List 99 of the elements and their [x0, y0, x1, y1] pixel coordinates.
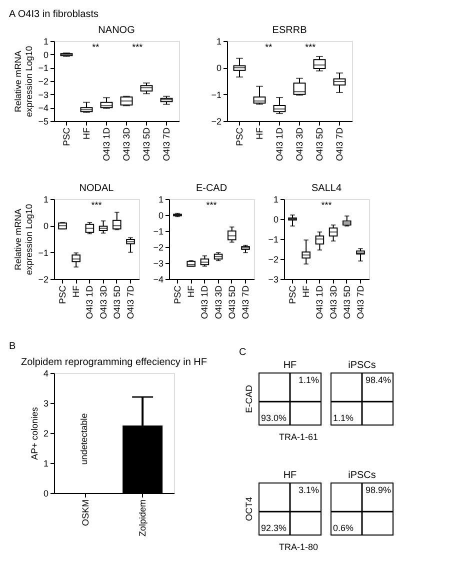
x-tick-label: O4I3 7D	[356, 285, 366, 320]
y-tick-label: −1	[38, 248, 48, 258]
annotation: **	[265, 42, 273, 52]
y-tick-label: 0	[273, 214, 278, 224]
x-tick-label: PSC	[234, 127, 244, 146]
text: OCT4	[244, 496, 254, 522]
y-tick-label: −2	[211, 116, 222, 126]
x-tick-label: O4I3 3D	[98, 285, 108, 320]
x-tick-label: HF	[301, 285, 312, 298]
annotation: ***	[305, 42, 316, 52]
y-tick-label: 1	[43, 194, 48, 204]
text: TRA-1-80	[279, 542, 318, 552]
annotation: ***	[91, 200, 102, 210]
x-tick-label: PSC	[58, 285, 68, 304]
x-tick-label: O4I3 3D	[122, 127, 132, 162]
y-tick-label: 0	[43, 488, 48, 498]
text: iPSCs	[348, 470, 376, 481]
x-tick-label: OSKM	[80, 500, 90, 526]
text: 1.1%	[333, 413, 354, 423]
x-tick-label: O4I3 1D	[84, 285, 95, 320]
chart-title: Zolpidem reprogramming effeciency in HF	[20, 357, 208, 368]
annotation: **	[92, 42, 100, 52]
annotation: ***	[206, 200, 218, 210]
y-tick-label: −1	[38, 63, 48, 74]
y-axis-title: Relative mRNA expression Log10	[13, 204, 34, 276]
annotation: undetectable	[79, 413, 89, 465]
y-tick-label: −1	[211, 90, 222, 100]
y-tick-label: 0	[43, 50, 48, 60]
y-tick-label: 2	[43, 428, 48, 438]
y-tick-label: 1	[158, 194, 164, 204]
y-tick-label: 0	[158, 210, 164, 220]
x-tick-label: O4I3 3D	[328, 285, 338, 320]
text: E-CAD	[244, 384, 254, 414]
x-tick-label: PSC	[172, 285, 182, 304]
chart-title: ESRRB	[272, 25, 308, 36]
y-tick-label: −1	[153, 226, 164, 236]
y-tick-label: −2	[38, 76, 48, 86]
y-tick-label: 4	[43, 368, 48, 378]
text: 93.0%	[261, 413, 287, 423]
y-axis-title: Relative mRNA expression Log10	[13, 46, 34, 118]
chart-title: SALL4	[311, 183, 342, 194]
y-tick-label: −2	[38, 274, 48, 284]
x-tick-label: HF	[71, 285, 82, 298]
x-tick-label: Zolpidem	[138, 500, 148, 537]
y-tick-label: −2	[268, 254, 278, 264]
y-tick-label: −4	[38, 103, 48, 114]
text: HF	[283, 360, 297, 371]
y-tick-label: 3	[43, 398, 48, 408]
x-tick-label: O4I3 1D	[314, 285, 325, 320]
y-tick-label: −3	[38, 90, 48, 100]
annotation: ***	[132, 42, 144, 52]
text: 1.1%	[298, 375, 319, 385]
y-tick-label: 1	[43, 36, 48, 46]
text: HF	[283, 470, 297, 481]
text: TRA-1-61	[279, 432, 318, 442]
annotation: ***	[321, 200, 332, 210]
text: C	[239, 347, 246, 358]
y-tick-label: −2	[153, 242, 164, 252]
x-tick-label: O4I3 7D	[126, 285, 136, 320]
x-tick-label: O4I3 5D	[112, 285, 122, 320]
text: 0.6%	[333, 523, 354, 533]
x-tick-label: O4I3 1D	[200, 285, 210, 320]
x-tick-label: O4I3 5D	[142, 127, 152, 162]
x-tick-label: O4I3 3D	[294, 127, 304, 162]
x-tick-label: O4I3 7D	[240, 285, 250, 320]
x-tick-label: HF	[186, 285, 196, 298]
y-tick-label: 0	[43, 221, 48, 232]
x-tick-label: O4I3 7D	[334, 127, 344, 162]
x-tick-label: PSC	[288, 285, 298, 304]
x-tick-label: O4I3 5D	[314, 127, 324, 162]
y-tick-label: −4	[153, 274, 164, 284]
x-tick-label: O4I3 1D	[274, 127, 284, 162]
x-tick-label: HF	[254, 127, 264, 140]
text: 98.9%	[365, 485, 391, 495]
x-tick-label: O4I3 1D	[102, 127, 112, 162]
y-tick-label: −1	[268, 234, 278, 244]
x-tick-label: PSC	[62, 127, 72, 146]
y-tick-label: 0	[216, 63, 222, 74]
text: iPSCs	[348, 360, 376, 371]
text: 3.1%	[298, 485, 319, 495]
text: A O4I3 in fibroblasts	[9, 9, 98, 20]
y-tick-label: 1	[43, 458, 48, 468]
y-axis-title: AP+ colonies	[29, 406, 40, 460]
y-tick-label: −3	[268, 274, 278, 284]
text: 92.3%	[261, 523, 287, 533]
chart-title: NANOG	[98, 25, 136, 36]
x-tick-label: O4I3 3D	[213, 285, 224, 320]
text: B	[9, 341, 16, 352]
y-tick-label: 1	[273, 194, 278, 204]
y-tick-label: −5	[38, 116, 48, 126]
x-tick-label: O4I3 7D	[162, 127, 172, 162]
y-tick-label: −3	[153, 258, 164, 268]
x-tick-label: O4I3 5D	[342, 285, 352, 320]
x-tick-label: O4I3 5D	[226, 285, 237, 320]
y-tick-label: 1	[216, 36, 222, 46]
text: 98.4%	[365, 375, 391, 385]
x-tick-label: HF	[82, 127, 92, 140]
chart-title: NODAL	[79, 183, 114, 194]
chart-title: E-CAD	[196, 183, 228, 194]
